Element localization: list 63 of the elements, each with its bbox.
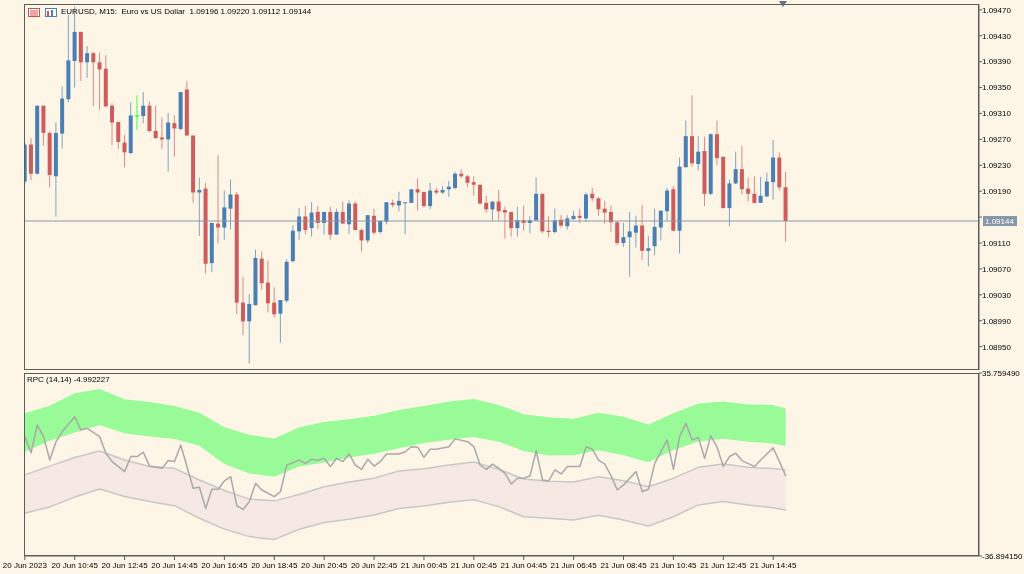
candlestick: [371, 208, 376, 236]
y-tick-label: 1.08990: [982, 316, 1012, 326]
candlestick: [116, 121, 121, 150]
candlestick: [739, 145, 744, 195]
candlestick: [646, 235, 651, 267]
candlestick: [240, 276, 245, 336]
candlestick: [153, 105, 158, 140]
candlestick: [334, 208, 339, 236]
y-tick-label: 1.08950: [982, 342, 1012, 352]
candlestick: [415, 177, 420, 212]
candlestick: [166, 112, 171, 173]
y-tick-label: 1.09270: [982, 135, 1012, 145]
y-tick-label: 1.09190: [982, 187, 1012, 197]
candlestick: [265, 260, 270, 313]
candlestick: [272, 286, 277, 319]
candlestick: [652, 208, 657, 256]
y-tick-label: 1.09070: [982, 264, 1012, 274]
candlestick: [633, 215, 638, 249]
candlestick: [359, 228, 364, 252]
candlestick: [222, 190, 227, 241]
ref-line-label: 1.09144: [985, 216, 1015, 226]
candlestick: [627, 211, 632, 278]
y-tick-label: 1.09030: [982, 290, 1012, 300]
candlestick: [134, 94, 139, 131]
candlestick: [328, 206, 333, 241]
candlestick: [471, 175, 476, 197]
candlestick: [141, 91, 146, 124]
candlestick: [665, 187, 670, 221]
candlestick: [764, 171, 769, 198]
candlestick: [159, 116, 164, 150]
candlestick: [85, 45, 90, 79]
candlestick: [758, 176, 763, 204]
candlestick: [197, 177, 202, 237]
candlestick: [596, 196, 601, 217]
candlestick: [696, 135, 701, 171]
candlestick: [583, 192, 588, 223]
candlestick: [496, 189, 501, 221]
y-tick-label: 1.09430: [982, 31, 1012, 41]
candlestick: [602, 200, 607, 225]
chart-title: EURUSD, M15: Euro vs US Dollar 1.09196 1.09220 1.09112 1.09144: [61, 7, 312, 17]
candlestick: [733, 151, 738, 185]
candlestick: [714, 120, 719, 166]
candlestick: [621, 222, 626, 248]
candlestick: [278, 299, 283, 344]
candlestick: [746, 177, 751, 203]
candlestick: [97, 52, 102, 111]
candlestick: [502, 206, 507, 239]
candlestick: [247, 293, 252, 365]
candlestick: [110, 102, 115, 146]
candlestick: [403, 201, 408, 235]
y-tick-label: 1.09390: [982, 57, 1012, 67]
candlestick: [228, 179, 233, 230]
candlestick: [752, 175, 757, 205]
y-tick-label: 1.09110: [982, 238, 1011, 248]
candlestick: [172, 114, 177, 158]
y-tick-label: 1.09470: [982, 5, 1012, 15]
candlestick: [91, 51, 96, 107]
y-tick-label: 1.09350: [982, 83, 1012, 93]
y-tick-label: 1.09310: [982, 109, 1012, 119]
y-tick-label: 1.09230: [982, 161, 1012, 171]
candlestick: [122, 134, 127, 168]
candlestick: [384, 201, 389, 225]
candlestick: [428, 182, 433, 210]
